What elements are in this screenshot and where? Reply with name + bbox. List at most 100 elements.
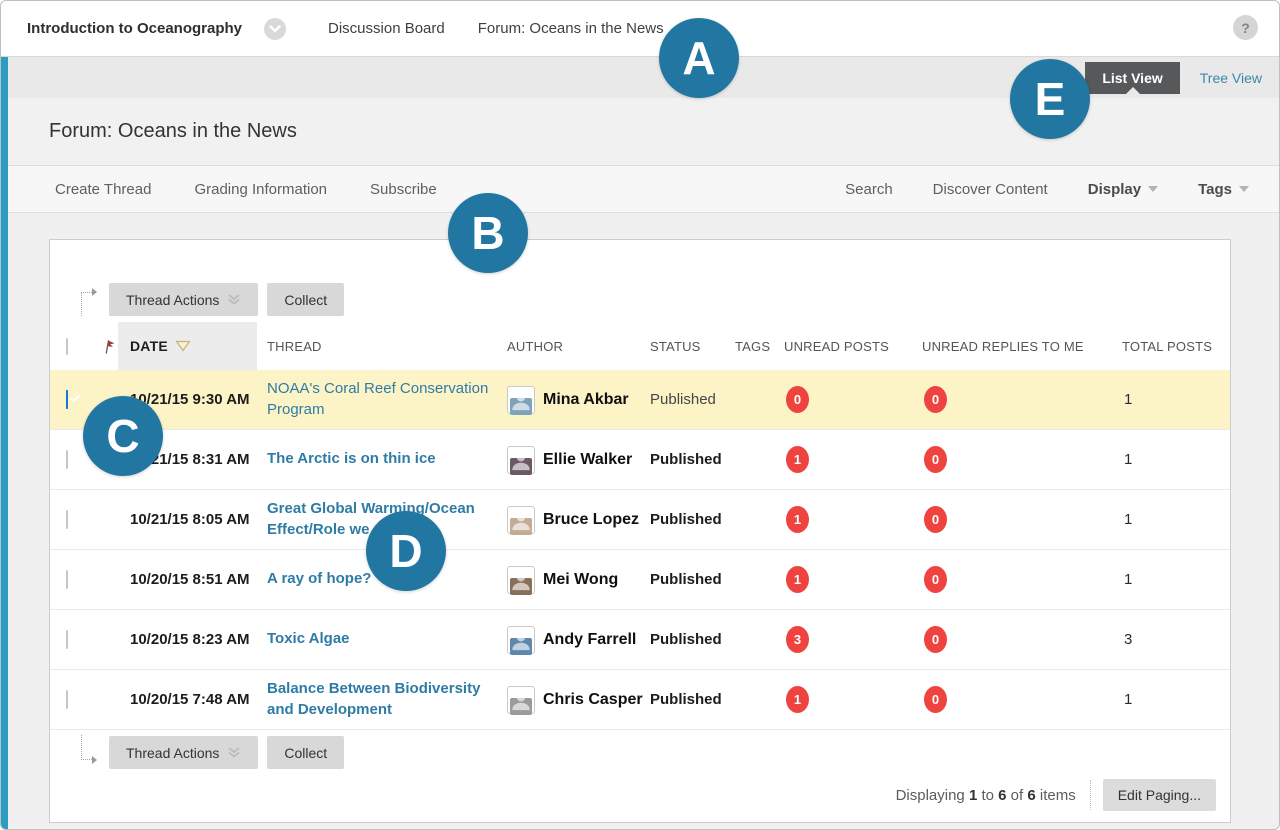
total-posts-count: 1 [1120,391,1230,408]
row-checkbox[interactable] [66,450,68,469]
thread-title-link[interactable]: The Arctic is on thin ice [257,441,505,477]
author-name: Ellie Walker [543,451,632,469]
callout-a: A [659,18,739,98]
unread-posts-badge[interactable]: 1 [786,446,809,473]
thread-status: Published [647,631,735,648]
row-checkbox[interactable] [66,570,68,589]
total-posts-count: 1 [1120,571,1230,588]
content-area: Thread Actions Collect DATE [1,213,1279,830]
select-all-arrow-icon [74,735,100,769]
unread-replies-badge[interactable]: 0 [924,446,947,473]
thread-status: Published [647,451,735,468]
total-posts-count: 1 [1120,451,1230,468]
thread-list-card: Thread Actions Collect DATE [49,239,1231,823]
breadcrumb-current-forum: Forum: Oceans in the News [478,20,664,37]
tree-view-link[interactable]: Tree View [1200,70,1262,86]
breadcrumb-discussion-board[interactable]: Discussion Board [328,20,445,37]
thread-status: Published [647,391,735,408]
table-header-status[interactable]: STATUS [647,339,735,354]
tags-menu[interactable]: Tags [1198,181,1249,198]
thread-actions-button[interactable]: Thread Actions [109,736,258,769]
table-header-date[interactable]: DATE [118,322,257,370]
row-checkbox[interactable] [66,630,68,649]
author-name: Mina Akbar [543,391,629,409]
unread-posts-badge[interactable]: 3 [786,626,809,653]
unread-posts-badge[interactable]: 0 [786,386,809,413]
thread-date: 10/21/15 8:05 AM [118,511,257,528]
callout-d: D [366,511,446,591]
author-name: Andy Farrell [543,631,636,649]
chevron-down-icon [1148,186,1158,192]
thread-author: Ellie Walker [505,446,647,474]
collect-label: Collect [284,292,327,308]
collect-button[interactable]: Collect [267,283,344,316]
thread-title-link[interactable]: Balance Between Biodiversity and Develop… [257,671,505,728]
total-posts-count: 1 [1120,691,1230,708]
page-title: Forum: Oceans in the News [49,120,297,143]
row-checkbox[interactable] [66,690,68,709]
display-menu[interactable]: Display [1088,181,1158,198]
table-row: 10/20/15 7:48 AM Balance Between Biodive… [50,670,1230,730]
person-icon [510,398,532,411]
unread-replies-badge[interactable]: 0 [924,386,947,413]
pagination-bar: Displaying 1 to 6 of 6 items Edit Paging… [50,779,1230,822]
table-row: 10/21/15 8:05 AM Great Global Warming/Oc… [50,490,1230,550]
unread-replies-badge[interactable]: 0 [924,506,947,533]
table-header-unread-posts[interactable]: UNREAD POSTS [784,339,922,354]
action-bar-right: Search Discover Content Display Tags [845,181,1249,198]
sort-descending-icon [175,340,191,352]
table-header-unread-replies[interactable]: UNREAD REPLIES TO ME [922,339,1120,354]
person-icon [510,638,532,651]
row-checkbox[interactable] [66,510,68,529]
date-header-label: DATE [130,338,168,354]
thread-table-body: 10/21/15 9:30 AM NOAA's Coral Reef Conse… [50,370,1230,730]
course-title[interactable]: Introduction to Oceanography [27,20,242,37]
grading-information-button[interactable]: Grading Information [194,181,327,198]
display-menu-label: Display [1088,181,1141,198]
unread-replies-badge[interactable]: 0 [924,566,947,593]
discover-content-button[interactable]: Discover Content [933,181,1048,198]
subscribe-button[interactable]: Subscribe [370,181,437,198]
avatar [507,566,535,594]
select-all-checkbox[interactable] [66,338,68,355]
thread-actions-button[interactable]: Thread Actions [109,283,258,316]
table-header-author[interactable]: AUTHOR [505,339,647,354]
chevron-down-icon [1239,186,1249,192]
search-button[interactable]: Search [845,181,893,198]
collect-button[interactable]: Collect [267,736,344,769]
thread-author: Chris Casper [505,686,647,714]
course-menu-chevron-icon[interactable] [264,18,286,40]
avatar [507,386,535,414]
thread-title-link[interactable]: NOAA's Coral Reef Conservation Program [257,371,505,428]
bottom-toolbar: Thread Actions Collect [74,735,1230,769]
table-header-row: DATE THREAD AUTHOR STATUS TAGS UNREAD PO… [50,322,1230,370]
table-row: 10/20/15 8:23 AM Toxic Algae Andy Farrel… [50,610,1230,670]
unread-replies-badge[interactable]: 0 [924,626,947,653]
thread-date: 10/20/15 7:48 AM [118,691,257,708]
edit-paging-button[interactable]: Edit Paging... [1103,779,1216,811]
collect-label: Collect [284,745,327,761]
thread-author: Mina Akbar [505,386,647,414]
table-header-tags[interactable]: TAGS [735,339,784,354]
list-view-button[interactable]: List View [1085,62,1179,94]
author-name: Mei Wong [543,571,618,589]
thread-status: Published [647,511,735,528]
unread-posts-badge[interactable]: 1 [786,566,809,593]
total-posts-count: 1 [1120,511,1230,528]
unread-posts-badge[interactable]: 1 [786,506,809,533]
table-row: 10/20/15 8:51 AM A ray of hope? Mei Wong… [50,550,1230,610]
thread-date: 10/20/15 8:51 AM [118,571,257,588]
thread-title-link[interactable]: Toxic Algae [257,621,505,657]
help-icon[interactable]: ? [1233,15,1258,40]
create-thread-button[interactable]: Create Thread [55,181,151,198]
tags-menu-label: Tags [1198,181,1232,198]
callout-c: C [83,396,163,476]
table-row: 10/21/15 9:30 AM NOAA's Coral Reef Conse… [50,370,1230,430]
flag-icon [100,338,117,355]
row-checkbox[interactable] [66,390,68,409]
table-header-total-posts[interactable]: TOTAL POSTS [1120,339,1230,354]
thread-status: Published [647,571,735,588]
unread-posts-badge[interactable]: 1 [786,686,809,713]
table-header-thread[interactable]: THREAD [257,339,505,354]
unread-replies-badge[interactable]: 0 [924,686,947,713]
